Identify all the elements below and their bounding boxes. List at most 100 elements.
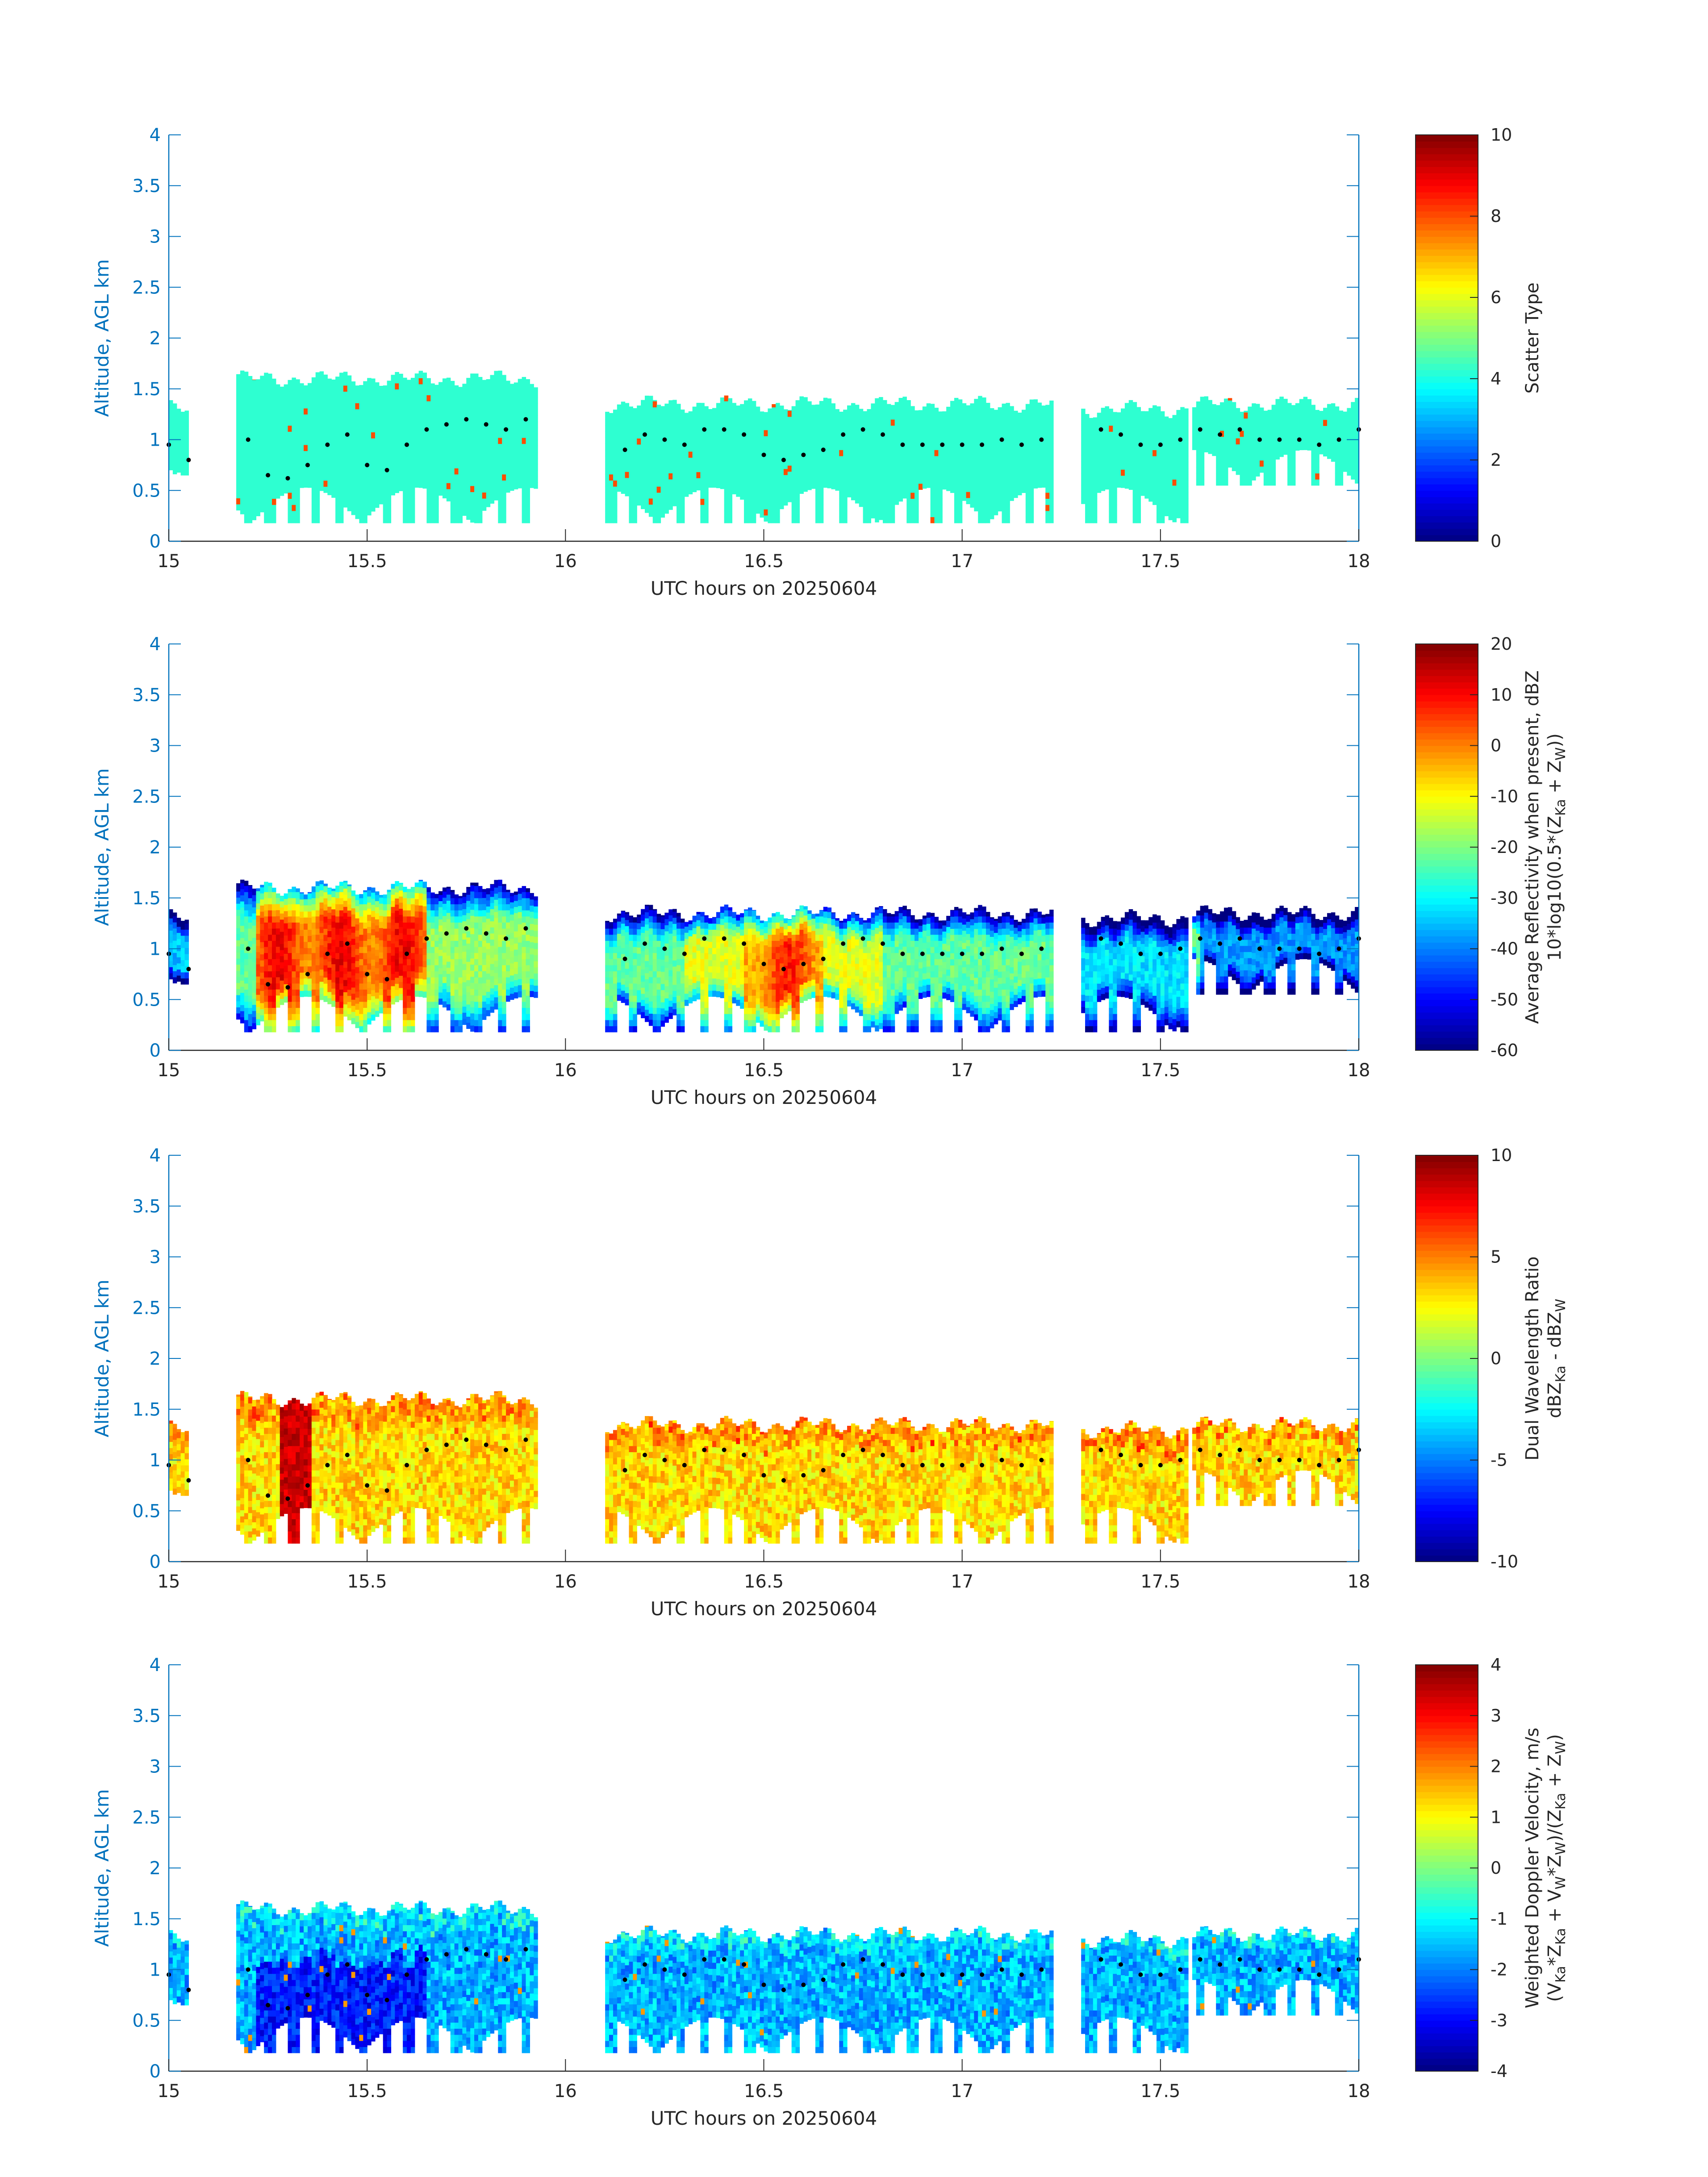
heatmap-cell bbox=[700, 443, 705, 450]
heatmap-cell bbox=[625, 490, 630, 497]
colorbar-swatch bbox=[1416, 135, 1478, 142]
heatmap-cell bbox=[875, 437, 879, 443]
heatmap-cell bbox=[1224, 406, 1228, 413]
heatmap-cell bbox=[403, 401, 407, 408]
cloud-base-point bbox=[662, 437, 667, 442]
heatmap-cell bbox=[1184, 498, 1189, 505]
heatmap-cell bbox=[780, 430, 784, 436]
heatmap-cell bbox=[815, 431, 820, 438]
heatmap-cell bbox=[391, 375, 395, 380]
heatmap-cell bbox=[1228, 449, 1232, 455]
heatmap-cell bbox=[879, 428, 883, 435]
heatmap-cell bbox=[966, 461, 971, 468]
heatmap-cell bbox=[1343, 465, 1347, 472]
heatmap-cell bbox=[454, 401, 459, 408]
heatmap-cell bbox=[1033, 476, 1038, 483]
heatmap-cell bbox=[823, 475, 828, 482]
heatmap-cell bbox=[926, 420, 931, 427]
heatmap-cell bbox=[1113, 455, 1117, 463]
heatmap-cell bbox=[434, 389, 439, 395]
heatmap-cell bbox=[1124, 470, 1129, 477]
heatmap-cell bbox=[236, 952, 241, 959]
heatmap-cell bbox=[768, 486, 772, 493]
heatmap-cell bbox=[843, 455, 848, 463]
heatmap-cell bbox=[780, 417, 784, 424]
heatmap-cell bbox=[172, 958, 177, 965]
heatmap-cell bbox=[359, 395, 363, 401]
heatmap-cell bbox=[248, 510, 253, 517]
heatmap-cell bbox=[236, 970, 241, 977]
heatmap-cell bbox=[1311, 412, 1315, 419]
heatmap-cell bbox=[458, 407, 463, 414]
heatmap-cell bbox=[506, 480, 510, 487]
heatmap-cell bbox=[724, 419, 729, 426]
heatmap-cell bbox=[414, 451, 419, 457]
heatmap-cell bbox=[446, 495, 451, 501]
heatmap-cell bbox=[1144, 425, 1149, 432]
heatmap-cell bbox=[736, 417, 740, 424]
heatmap-cell bbox=[271, 407, 276, 414]
heatmap-cell bbox=[890, 450, 895, 456]
heatmap-cell bbox=[414, 373, 419, 378]
heatmap-cell bbox=[716, 433, 721, 439]
heatmap-cell bbox=[375, 440, 380, 447]
heatmap-cell bbox=[252, 477, 257, 484]
heatmap-cell bbox=[946, 442, 951, 449]
heatmap-cell bbox=[490, 430, 495, 437]
heatmap-cell bbox=[260, 396, 264, 403]
heatmap-cell bbox=[1212, 419, 1216, 426]
heatmap-cell bbox=[304, 457, 308, 464]
heatmap-cell bbox=[180, 921, 185, 924]
heatmap-cell bbox=[514, 464, 518, 471]
heatmap-cell bbox=[240, 1005, 245, 1011]
heatmap-cell bbox=[875, 412, 879, 419]
heatmap-cell bbox=[1010, 406, 1014, 410]
heatmap-cell bbox=[1180, 407, 1185, 414]
heatmap-cell bbox=[359, 486, 363, 493]
heatmap-cell bbox=[478, 443, 483, 450]
heatmap-cell bbox=[740, 469, 744, 476]
heatmap-cell bbox=[454, 510, 459, 517]
heatmap-cell bbox=[982, 397, 986, 401]
heatmap-cell bbox=[851, 426, 856, 434]
heatmap-cell bbox=[1283, 424, 1288, 430]
heatmap-cell bbox=[795, 401, 800, 408]
heatmap-cell bbox=[172, 449, 177, 456]
heatmap-cell bbox=[288, 480, 292, 487]
heatmap-cell bbox=[680, 425, 685, 432]
heatmap-cell bbox=[958, 480, 963, 487]
heatmap-cell bbox=[1136, 498, 1141, 505]
heatmap-cell bbox=[652, 505, 657, 511]
heatmap-cell bbox=[450, 443, 455, 450]
heatmap-cell bbox=[522, 505, 526, 511]
heatmap-cell bbox=[752, 462, 756, 468]
heatmap-cell bbox=[839, 450, 844, 456]
heatmap-cell bbox=[1232, 409, 1236, 417]
heatmap-cell bbox=[1006, 407, 1010, 414]
heatmap-cell bbox=[863, 425, 868, 432]
heatmap-cell bbox=[799, 432, 804, 439]
heatmap-cell bbox=[407, 437, 411, 444]
heatmap-cell bbox=[1148, 422, 1153, 429]
heatmap-cell bbox=[1176, 512, 1181, 518]
heatmap-cell bbox=[716, 481, 721, 489]
heatmap-cell bbox=[371, 378, 376, 384]
heatmap-cell bbox=[1006, 450, 1010, 456]
heatmap-cell bbox=[677, 492, 681, 499]
heatmap-cell bbox=[875, 406, 879, 413]
heatmap-cell bbox=[672, 469, 677, 476]
heatmap-cell bbox=[1275, 453, 1280, 460]
heatmap-cell bbox=[1184, 462, 1189, 468]
heatmap-cell bbox=[1240, 455, 1244, 461]
heatmap-cell bbox=[1109, 419, 1113, 426]
heatmap-cell bbox=[1303, 438, 1308, 444]
heatmap-cell bbox=[633, 510, 637, 517]
heatmap-cell bbox=[807, 410, 812, 417]
heatmap-cell bbox=[906, 480, 911, 487]
heatmap-cell bbox=[367, 393, 372, 400]
heatmap-cell bbox=[950, 413, 955, 420]
heatmap-cell bbox=[621, 487, 626, 494]
heatmap-cell bbox=[292, 462, 296, 468]
heatmap-cell bbox=[240, 968, 245, 975]
heatmap-cell bbox=[645, 458, 649, 464]
